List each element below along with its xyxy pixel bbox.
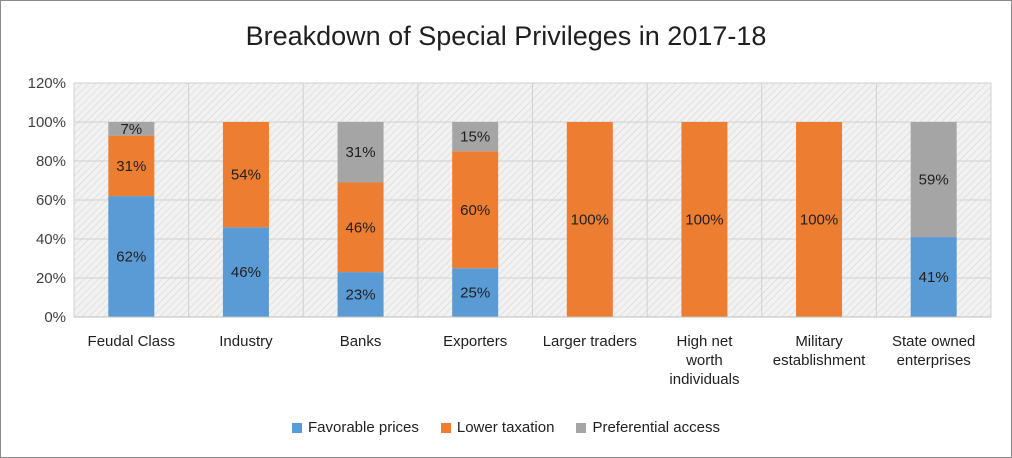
chart-legend: Favorable prices Lower taxation Preferenti… [1, 419, 1011, 436]
y-tick-label: 80% [36, 153, 66, 170]
bar-segment-1-3 [337, 272, 384, 317]
y-tick-label: 100% [28, 114, 66, 131]
y-tick-label: 40% [36, 231, 66, 248]
bar-segment-2-5 [566, 122, 613, 317]
x-tick-label: Feudal Class [88, 333, 176, 350]
legend-label: Favorable prices [307, 419, 419, 436]
legend-swatch [291, 422, 302, 433]
bar-segment-3-1 [108, 122, 155, 136]
data-label: 54% [231, 167, 261, 184]
x-tick-label: Larger traders [543, 333, 637, 350]
x-tick-label: Exporters [443, 333, 507, 350]
bar-segment-1-8 [910, 237, 957, 317]
data-label: 15% [460, 129, 490, 146]
data-label: 41% [919, 269, 949, 286]
data-label: 23% [346, 287, 376, 304]
data-label: 60% [460, 202, 490, 219]
legend-item: Favorable prices [291, 419, 419, 436]
data-label: 25% [460, 285, 490, 302]
bar-segment-2-3 [337, 182, 384, 273]
bar-segment-2-1 [108, 135, 155, 197]
bar-segment-3-4 [452, 122, 499, 152]
data-label: 46% [346, 219, 376, 236]
legend-label: Lower taxation [456, 419, 555, 436]
data-label: 62% [116, 249, 146, 266]
y-tick-label: 120% [28, 75, 66, 92]
x-tick-label: individuals [669, 371, 739, 388]
legend-item: Preferential access [576, 419, 720, 436]
bar-segment-3-3 [337, 122, 384, 183]
legend-swatch [440, 422, 451, 433]
data-label: 31% [346, 144, 376, 161]
data-label: 100% [800, 212, 838, 229]
data-label: 7% [120, 121, 142, 138]
data-label: 46% [231, 264, 261, 281]
x-tick-label: worth [685, 352, 723, 369]
x-tick-label: establishment [773, 352, 866, 369]
chart-title: Breakdown of Special Privileges in 2017-… [245, 21, 767, 51]
y-tick-label: 20% [36, 270, 66, 287]
y-tick-label: 60% [36, 192, 66, 209]
x-tick-label: Industry [219, 333, 273, 350]
bar-segment-1-4 [452, 268, 499, 317]
x-tick-label: Military [795, 333, 843, 350]
bar-segment-1-1 [108, 196, 155, 317]
y-tick-label: 0% [44, 309, 66, 326]
data-label: 100% [571, 212, 609, 229]
legend-item: Lower taxation [440, 419, 555, 436]
x-tick-label: High net [677, 333, 734, 350]
bar-segment-2-6 [681, 122, 728, 317]
x-tick-label: Banks [340, 333, 382, 350]
x-tick-label: State owned [892, 333, 975, 350]
bar-segment-2-4 [452, 151, 499, 269]
x-tick-label: enterprises [897, 352, 971, 369]
data-label: 31% [116, 158, 146, 175]
data-label: 59% [919, 172, 949, 189]
bar-segment-3-8 [910, 122, 957, 238]
data-label: 100% [685, 212, 723, 229]
bar-segment-1-2 [222, 227, 269, 317]
bar-segment-2-7 [796, 122, 843, 317]
legend-label: Preferential access [592, 419, 720, 436]
legend-swatch [576, 422, 587, 433]
bar-segment-2-2 [222, 122, 269, 228]
